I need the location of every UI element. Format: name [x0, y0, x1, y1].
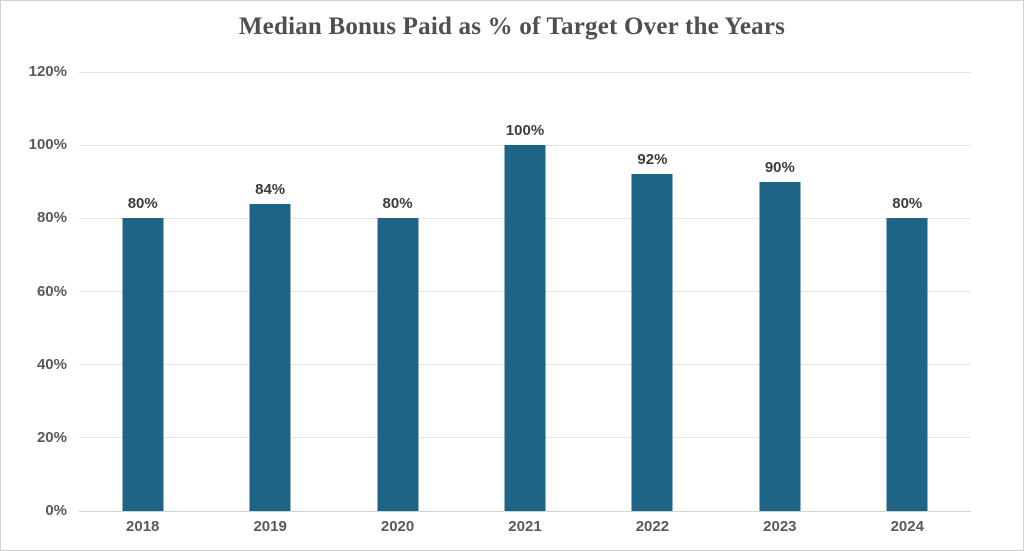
bar-value-label: 84%: [255, 180, 286, 198]
bar-2023: [759, 181, 801, 511]
bar-2022: [631, 174, 673, 511]
bar-value-label: 80%: [127, 195, 158, 213]
x-tick-label: 2019: [253, 518, 287, 535]
bar-2024: [886, 218, 928, 511]
y-tick-label: 120%: [28, 63, 67, 80]
gridline: [79, 144, 971, 146]
x-tick-label: 2021: [508, 518, 542, 535]
bar-value-label: 92%: [637, 151, 668, 169]
x-tick-label: 2023: [763, 518, 797, 535]
category-cell: 100%: [461, 72, 588, 511]
bar-value-label: 80%: [892, 195, 923, 213]
category-cell: 90%: [716, 72, 843, 511]
x-axis-labels: 2018 2019 2020 2021 2022 2023 2024: [79, 518, 971, 538]
plot-area: 80% 84% 80% 100% 92% 90% 80%: [79, 71, 971, 512]
bar-value-label: 90%: [764, 158, 795, 176]
y-tick-label: 20%: [36, 428, 67, 446]
y-tick-label: 40%: [36, 355, 67, 373]
category-cell: 84%: [206, 72, 333, 511]
y-tick-label: 60%: [36, 282, 67, 300]
bar-2018: [122, 218, 164, 511]
category-cell: 80%: [844, 72, 971, 511]
x-tick-label: 2018: [126, 518, 160, 535]
bar-value-label: 80%: [382, 195, 413, 213]
x-tick-label: 2024: [890, 518, 924, 535]
y-tick-label: 80%: [36, 209, 67, 227]
y-tick-label: 100%: [28, 136, 67, 154]
bar-value-label: 100%: [505, 122, 545, 140]
bar-2020: [377, 218, 419, 511]
category-cell: 80%: [79, 72, 206, 511]
x-axis-line: [79, 510, 971, 512]
gridline: [79, 71, 971, 73]
y-axis-labels: 0% 20% 40% 60% 80% 100% 120%: [1, 63, 67, 519]
chart-title: Median Bonus Paid as % of Target Over th…: [238, 13, 786, 40]
x-tick-label: 2020: [380, 518, 415, 535]
category-cell: 92%: [589, 72, 716, 511]
y-tick-label: 0%: [45, 502, 67, 519]
category-cell: 80%: [334, 72, 461, 511]
bar-2021: [504, 145, 546, 511]
bar-2019: [249, 203, 291, 511]
x-tick-label: 2022: [635, 518, 670, 535]
